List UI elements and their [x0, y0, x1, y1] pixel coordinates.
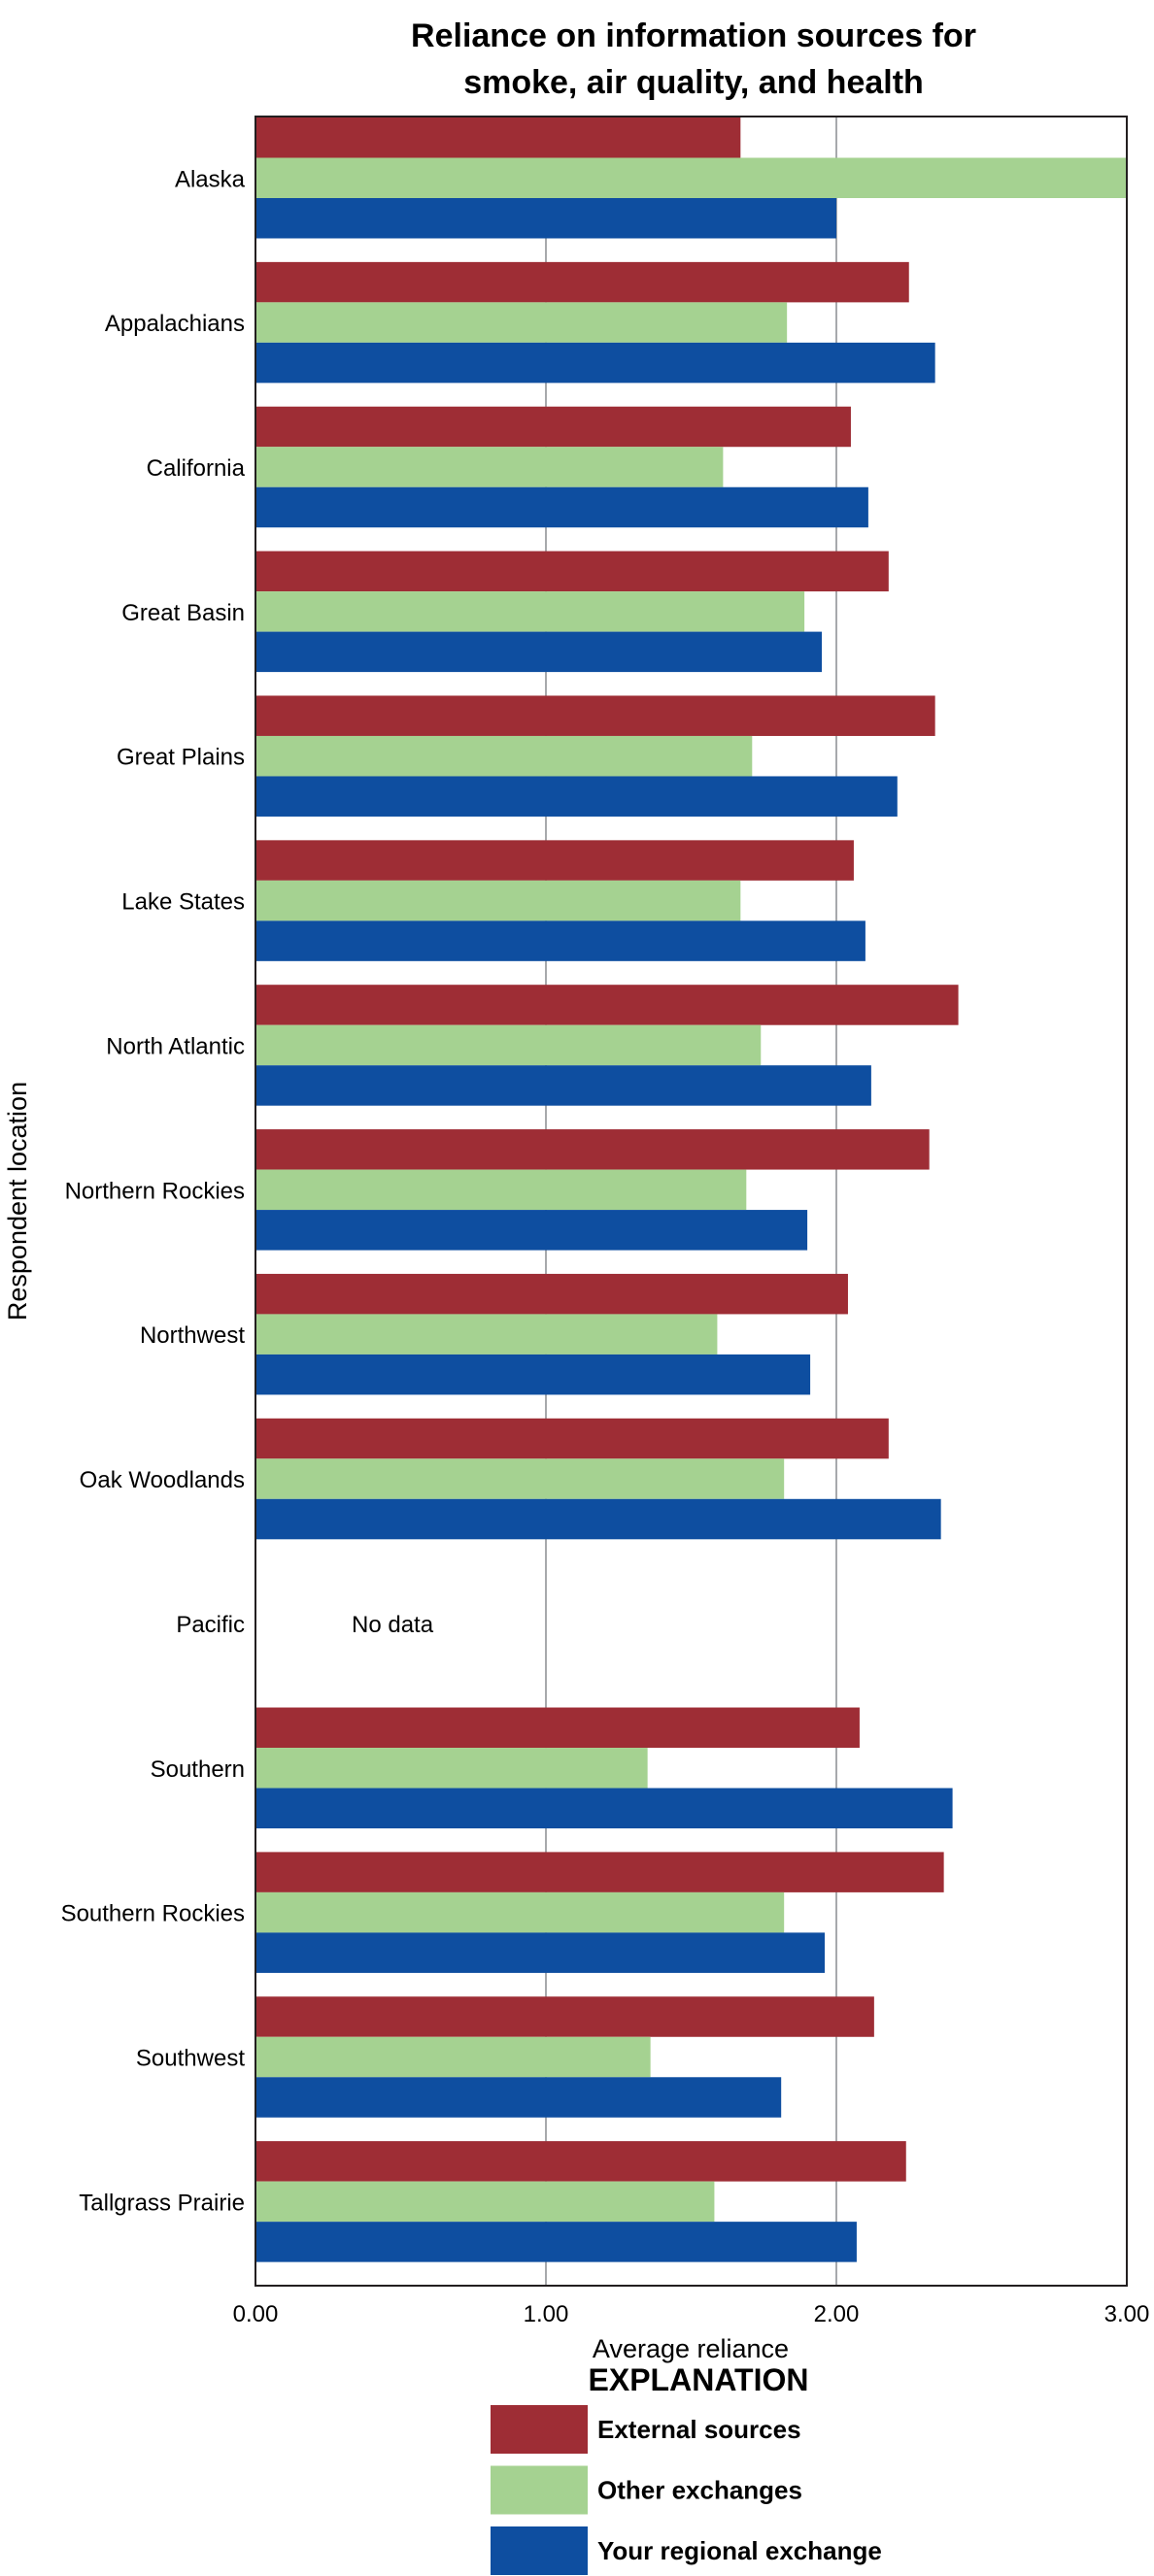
bar-other-exchanges [255, 157, 1127, 198]
bar-your-regional-exchange [255, 1788, 953, 1829]
category-label: California [147, 455, 246, 482]
x-tick-label: 3.00 [1104, 2301, 1150, 2327]
bar-external-sources [255, 1996, 874, 2037]
bar-external-sources [255, 2141, 906, 2182]
bar-your-regional-exchange [255, 1932, 826, 1973]
bar-other-exchanges [255, 2036, 651, 2078]
bar-your-regional-exchange [255, 631, 823, 673]
category-label: Oak Woodlands [80, 1467, 245, 1493]
bar-other-exchanges [255, 880, 741, 921]
bar-your-regional-exchange [255, 486, 868, 528]
bar-external-sources [255, 985, 959, 1025]
bar-your-regional-exchange [255, 1210, 808, 1251]
category-label: Appalachians [105, 311, 245, 337]
bar-your-regional-exchange [255, 776, 898, 817]
category-label: Tallgrass Prairie [79, 2190, 245, 2216]
legend-label: Your regional exchange [597, 2536, 882, 2565]
bar-other-exchanges [255, 2181, 715, 2223]
x-axis-title: Average reliance [593, 2334, 789, 2363]
bar-other-exchanges [255, 447, 724, 487]
legend-swatch [491, 2405, 588, 2454]
bar-external-sources [255, 406, 851, 448]
chart-title-line-2: smoke, air quality, and health [463, 64, 924, 101]
bar-other-exchanges [255, 1024, 762, 1066]
bar-external-sources [255, 1707, 860, 1749]
bar-your-regional-exchange [255, 2077, 782, 2118]
bar-external-sources [255, 695, 935, 736]
category-label: Southwest [136, 2046, 245, 2072]
legend-swatch [491, 2465, 588, 2515]
category-label: North Atlantic [106, 1033, 245, 1059]
bar-other-exchanges [255, 1458, 785, 1499]
category-label: Pacific [176, 1612, 245, 1638]
bar-your-regional-exchange [255, 2222, 857, 2262]
bar-external-sources [255, 551, 889, 592]
x-tick-label: 0.00 [233, 2301, 279, 2327]
bar-your-regional-exchange [255, 1498, 941, 1540]
bar-other-exchanges [255, 302, 788, 343]
bar-other-exchanges [255, 1891, 785, 1933]
bar-external-sources [255, 840, 854, 881]
bar-your-regional-exchange [255, 198, 836, 239]
bar-external-sources [255, 1852, 944, 1892]
chart-title-line-1: Reliance on information sources for [411, 17, 976, 54]
legend-title: EXPLANATION [589, 2362, 809, 2397]
legend-label: External sources [597, 2415, 801, 2444]
x-tick-label: 1.00 [524, 2301, 569, 2327]
category-labels: Alaska Appalachians California Great Basin G… [61, 166, 246, 2216]
category-label: Great Plains [117, 745, 245, 771]
bar-other-exchanges [255, 1314, 718, 1355]
category-label: Southern [151, 1756, 245, 1783]
category-label: Lake States [121, 889, 245, 916]
bar-other-exchanges [255, 1169, 747, 1211]
bar-other-exchanges [255, 591, 805, 632]
category-label: Northern Rockies [65, 1178, 245, 1204]
annotations: No data [352, 1612, 434, 1638]
bar-external-sources [255, 261, 909, 303]
y-axis-title: Respondent location [3, 1082, 32, 1321]
bar-your-regional-exchange [255, 1065, 871, 1106]
category-label: Southern Rockies [61, 1901, 245, 1927]
bars [255, 117, 1127, 2262]
bar-external-sources [255, 1273, 848, 1315]
bar-your-regional-exchange [255, 342, 935, 384]
bar-your-regional-exchange [255, 920, 866, 961]
bar-external-sources [255, 1418, 889, 1459]
legend: External sources Other exchanges Your regi… [491, 2405, 882, 2575]
legend-swatch [491, 2526, 588, 2575]
x-tick-labels: 0.00 1.00 2.00 3.00 [233, 2301, 1150, 2327]
x-tick-label: 2.00 [814, 2301, 860, 2327]
bar-other-exchanges [255, 735, 753, 777]
bar-other-exchanges [255, 1748, 648, 1789]
category-label: Northwest [140, 1322, 245, 1349]
bar-external-sources [255, 1129, 930, 1170]
bar-external-sources [255, 117, 741, 158]
category-label: Alaska [175, 166, 246, 192]
bar-your-regional-exchange [255, 1354, 811, 1395]
legend-label: Other exchanges [597, 2476, 802, 2505]
category-label: Great Basin [121, 600, 245, 626]
plot-frame [255, 116, 1128, 2287]
no-data-label: No data [352, 1612, 434, 1638]
